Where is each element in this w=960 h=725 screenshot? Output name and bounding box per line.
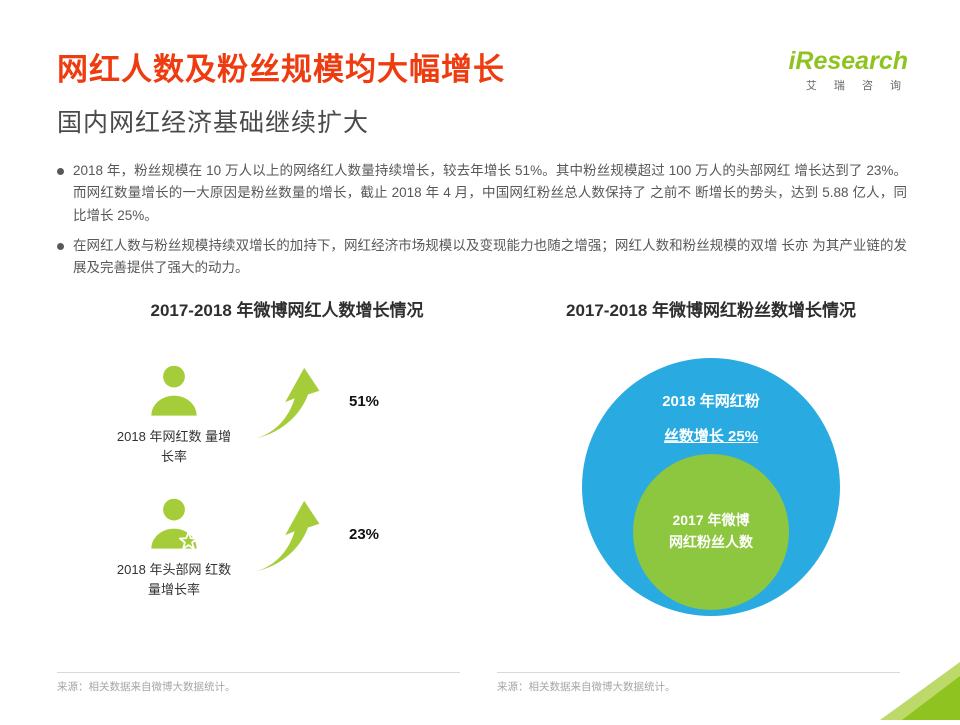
person-icon <box>109 363 239 421</box>
growth-arrow-icon <box>251 363 327 445</box>
chart-title: 2017-2018 年微博网红粉丝数增长情况 <box>565 301 857 320</box>
page-title: 网红人数及粉丝规模均大幅增长 <box>57 52 505 87</box>
growth-arrow-icon <box>251 496 327 578</box>
chart-influencer-growth: 2017-2018 年微博网红人数增长情况 2018 年网红数 量增长率 51% <box>57 296 517 656</box>
outer-circle-label: 2018 年网红粉 丝数增长 25% <box>517 391 905 447</box>
chart-fans-growth: 2017-2018 年微博网红粉丝数增长情况 2018 年网红粉 丝数增长 25… <box>517 296 905 656</box>
chart-title: 2017-2018 年微博网红人数增长情况 <box>150 301 424 320</box>
growth-value: 23% <box>349 526 380 543</box>
outer-label-line1: 2018 年网红粉 <box>662 393 760 410</box>
category-label: 2018 年头部网 红数量增长率 <box>116 562 232 597</box>
charts-row: 2017-2018 年微博网红人数增长情况 2018 年网红数 量增长率 51% <box>57 296 905 656</box>
page-subtitle: 国内网红经济基础继续扩大 <box>57 109 370 137</box>
logo-brand-text: iResearch <box>788 47 908 75</box>
bullet-item: 在网红人数与粉丝规模持续双增长的加持下，网红经济市场规模以及变现能力也随之增强；… <box>57 235 907 280</box>
inner-label-line2: 网红粉丝人数 <box>669 534 753 550</box>
growth-value: 51% <box>349 393 380 410</box>
outer-label-line2: 丝数增长 25% <box>663 428 759 445</box>
category-label: 2018 年网红数 量增长率 <box>116 429 232 464</box>
person-star-icon <box>109 496 239 554</box>
inner-label-line1: 2017 年微博 <box>672 512 750 529</box>
source-note-right: 来源：相关数据来自微博大数据统计。 <box>497 672 900 694</box>
source-note-left: 来源：相关数据来自微博大数据统计。 <box>57 672 460 694</box>
growth-row: 2018 年网红数 量增长率 51% <box>109 363 517 466</box>
corner-triangle-decoration <box>880 662 960 720</box>
figure-block: 2018 年头部网 红数量增长率 <box>109 496 239 599</box>
summary-bullets: 2018 年，粉丝规模在 10 万人以上的网络红人数量持续增长，较去年增长 51… <box>57 160 907 287</box>
bullet-item: 2018 年，粉丝规模在 10 万人以上的网络红人数量持续增长，较去年增长 51… <box>57 160 907 227</box>
iresearch-logo: iResearch 艾 瑞 咨 询 <box>788 47 908 92</box>
logo-chinese-text: 艾 瑞 咨 询 <box>805 79 908 92</box>
growth-row: 2018 年头部网 红数量增长率 23% <box>109 496 517 599</box>
inner-circle-2017: 2017 年微博 网红粉丝人数 <box>633 454 789 610</box>
figure-block: 2018 年网红数 量增长率 <box>109 363 239 466</box>
